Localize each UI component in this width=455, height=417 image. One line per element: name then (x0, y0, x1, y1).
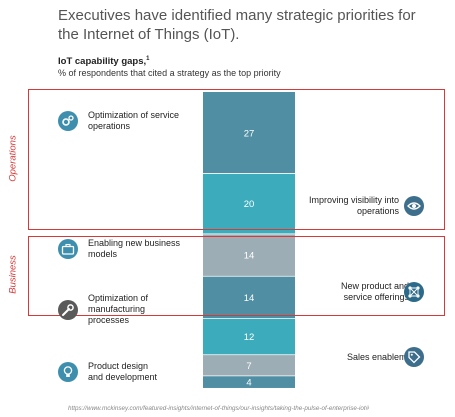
chart-title: Executives have identified many strategi… (58, 7, 416, 43)
item-label-line: processes (88, 315, 130, 326)
network-icon (404, 282, 424, 303)
item-label-line: Optimization of service (88, 109, 180, 120)
subtitle-footnote-marker: 1 (146, 56, 150, 62)
item-label-line: service offerings (343, 292, 409, 303)
item-label-line: Product design (88, 360, 149, 371)
eye-icon (404, 195, 424, 216)
item-label-line: models (88, 249, 118, 260)
item-label-line: Enabling new business (88, 238, 181, 249)
operations-group-box (28, 89, 445, 230)
data-label-5: 12 (244, 332, 255, 343)
briefcase-icon (58, 239, 78, 260)
data-label-2: 20 (244, 199, 255, 210)
wrench-icon (58, 299, 78, 320)
data-label-7: 4 (246, 377, 251, 388)
item-label-line: operations (88, 120, 131, 131)
source-link[interactable]: https://www.mckinsey.com/featured-insigh… (68, 405, 370, 412)
bar-segment-7 (203, 375, 295, 388)
item-label-line: Sales enablement (346, 351, 419, 362)
lightbulb-icon (58, 361, 78, 382)
operations-group-label: Operations (7, 135, 19, 182)
bar-segment-5 (203, 318, 295, 355)
business-group-box (28, 236, 445, 316)
bar-segment-2 (203, 173, 295, 234)
chart-subnote: % of respondents that cited a strategy a… (58, 68, 281, 78)
item-label-line: and development (88, 371, 158, 382)
chart-subtitle: IoT capability gaps,1 (58, 56, 150, 67)
bar-segment-1 (203, 92, 295, 174)
data-label-6: 7 (246, 361, 251, 372)
item-label-line: operations (356, 205, 399, 216)
data-label-1: 27 (244, 128, 255, 139)
item-label-4: New product and service offerings (315, 281, 409, 303)
gears-icon (58, 110, 78, 131)
bar-segment-3 (203, 233, 295, 277)
data-label-4: 14 (244, 293, 255, 304)
item-label-5: Optimization of manufacturing processes (88, 293, 148, 326)
business-group-label: Business (7, 255, 19, 294)
subtitle-text: IoT capability gaps, (58, 56, 147, 68)
tag-icon (404, 347, 424, 368)
item-label-7: Product design and development (88, 361, 157, 383)
item-label-line: manufacturing (88, 304, 146, 315)
item-label-6: Sales enablement (325, 352, 419, 363)
item-label-line: New product and (340, 281, 409, 292)
item-label-3: Enabling new business models (88, 238, 180, 260)
bar-segment-6 (203, 354, 295, 376)
data-label-3: 14 (244, 251, 255, 262)
item-label-line: Improving visibility into (308, 194, 399, 205)
item-label-line: Optimization of (88, 293, 149, 304)
bar-segment-4 (203, 276, 295, 319)
item-label-1: Optimization of service operations (88, 110, 179, 132)
item-label-2: Improving visibility into operations (305, 195, 399, 217)
